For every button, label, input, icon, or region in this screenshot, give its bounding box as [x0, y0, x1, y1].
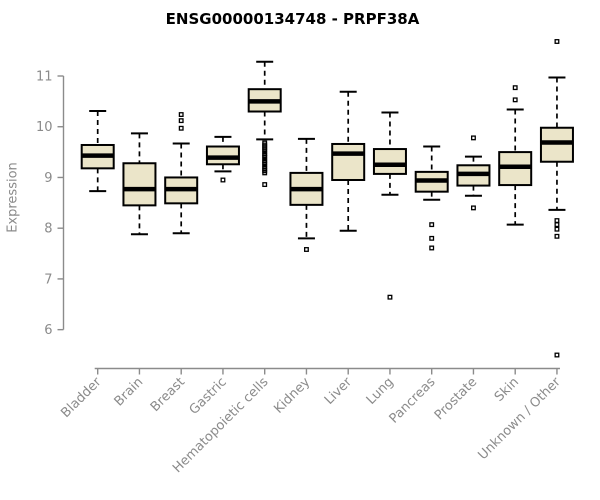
outlier-point [512, 85, 518, 91]
x-tick-label: Prostate [432, 375, 480, 423]
x-tick-label: Unknown / Other [475, 374, 564, 463]
outlier-point [220, 177, 226, 183]
outlier-point [554, 226, 560, 232]
x-tick-label: Bladder [58, 374, 105, 421]
boxplot-kidney [289, 137, 324, 252]
boxplot-skin [498, 85, 533, 226]
boxplot-brain [122, 132, 157, 236]
boxplot-lung [372, 111, 407, 300]
outlier-point [470, 135, 476, 141]
boxplot-pancreas [414, 145, 449, 251]
x-tick-label: Brain [112, 375, 147, 410]
outlier-point [429, 235, 435, 241]
outlier-point [429, 245, 435, 251]
boxplot-breast [164, 112, 199, 235]
boxplot-hematopoietic-cells [247, 60, 282, 188]
x-tick-label: Breast [148, 375, 188, 415]
outlier-point [178, 118, 184, 124]
x-tick-label: Liver [322, 374, 356, 408]
chart-title: ENSG00000134748 - PRPF38A [165, 10, 420, 28]
y-tick-label: 8 [44, 222, 52, 237]
y-axis: 6 7 8 9 10 11 [36, 70, 65, 338]
y-axis-label: Expression [5, 162, 21, 233]
outlier-point [429, 222, 435, 228]
outlier-point [387, 294, 393, 300]
outlier-point [554, 352, 560, 358]
outlier-point [178, 112, 184, 118]
boxplot-unknown-other [539, 39, 574, 358]
y-tick-label: 9 [44, 171, 52, 186]
x-tick-label: Pancreas [387, 375, 439, 427]
outlier-point [554, 39, 560, 44]
y-tick-label: 10 [36, 120, 53, 135]
x-tick-label: Lung [364, 375, 397, 408]
y-tick-label: 7 [44, 272, 52, 287]
x-tick-label: Kidney [271, 375, 313, 417]
x-tick-label: Skin [492, 375, 522, 405]
outlier-point [303, 247, 309, 252]
outlier-point [470, 205, 476, 211]
outlier-point [554, 218, 560, 224]
iqr-box [331, 142, 366, 181]
outlier-point [262, 148, 268, 154]
outlier-point [178, 125, 184, 131]
outlier-point [512, 97, 518, 103]
boxplot-bladder [80, 110, 115, 193]
outlier-point [262, 182, 268, 188]
boxplot-prostate [456, 135, 491, 211]
iqr-box [372, 148, 407, 175]
outlier-point [262, 161, 268, 167]
iqr-box [205, 145, 240, 166]
outlier-point [262, 155, 268, 161]
iqr-box [122, 162, 157, 207]
boxplot-gastric [205, 135, 240, 183]
outlier-point [262, 170, 268, 176]
y-tick-label: 11 [36, 70, 53, 85]
outlier-point [554, 222, 560, 228]
outlier-point [554, 233, 560, 239]
iqr-box [539, 126, 574, 163]
y-tick-label: 6 [44, 323, 52, 338]
boxplot-liver [331, 90, 366, 232]
